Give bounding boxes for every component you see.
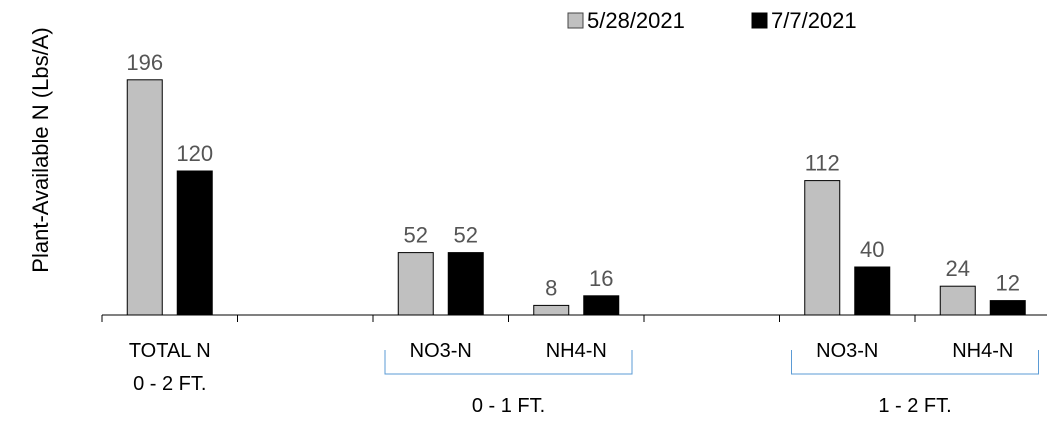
bar: [126, 79, 163, 316]
legend-label: 7/7/2021: [771, 8, 857, 33]
category-label: NH4-N: [546, 340, 607, 362]
group-label: 0 - 1 FT.: [472, 395, 545, 417]
data-label: 112: [805, 151, 840, 176]
data-label: 40: [860, 237, 884, 262]
data-label: 12: [996, 271, 1020, 296]
bar: [176, 170, 213, 316]
bar: [447, 252, 484, 316]
bar: [533, 304, 570, 316]
bar: [854, 266, 891, 316]
bar: [939, 285, 976, 316]
data-label: 196: [126, 50, 163, 75]
data-label: 8: [545, 275, 557, 300]
bar: [397, 252, 434, 316]
legend-swatch: [567, 12, 584, 29]
data-label: 16: [589, 266, 613, 291]
group-bracket: [791, 350, 1039, 375]
legend-swatch: [751, 12, 768, 29]
bar: [804, 180, 841, 316]
data-label: 24: [946, 256, 970, 281]
category-label: NO3-N: [816, 340, 878, 362]
category-label: TOTAL N: [129, 340, 211, 362]
data-label: 120: [176, 141, 213, 166]
bar: [583, 295, 620, 316]
data-label: 52: [454, 223, 478, 248]
y-axis-title: Plant-Available N (Lbs/A): [28, 27, 53, 272]
category-sublabel: 0 - 2 FT.: [133, 373, 206, 395]
plot-area: 196 52 8 112 24 120 52 16 40 12 TOTAL N 0 - 2 FT. NO…: [101, 50, 1047, 417]
category-label: NH4-N: [952, 340, 1013, 362]
group-bracket: [384, 350, 633, 375]
bar: [989, 300, 1026, 316]
legend-label: 5/28/2021: [587, 8, 685, 33]
legend: 5/28/2021 7/7/2021: [567, 8, 857, 33]
data-label: 52: [404, 223, 428, 248]
category-label: NO3-N: [410, 340, 472, 362]
group-label: 1 - 2 FT.: [878, 395, 951, 417]
